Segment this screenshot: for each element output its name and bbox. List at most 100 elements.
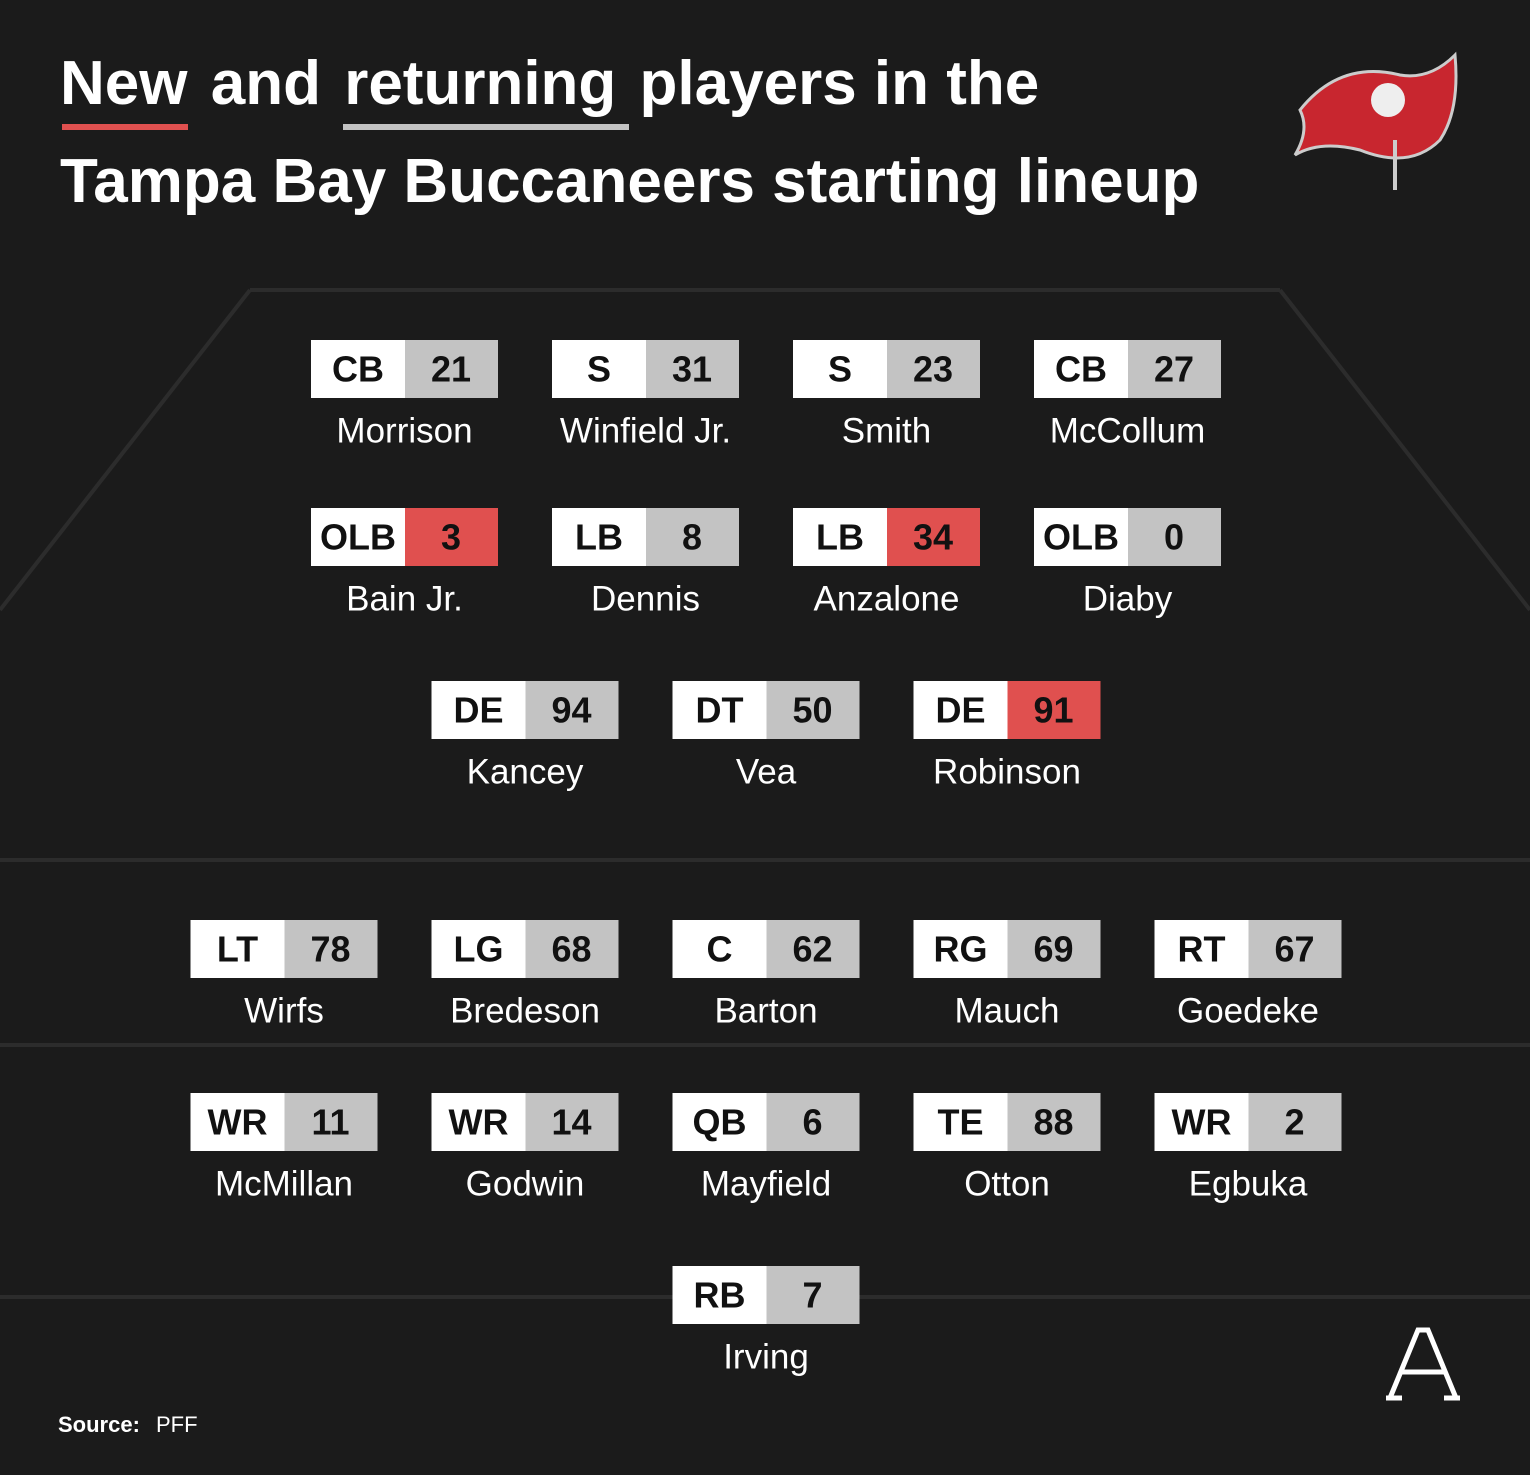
position-box — [793, 508, 887, 566]
team-logo — [1293, 51, 1458, 190]
position: LB — [816, 517, 864, 558]
player-name: Goedeke — [1177, 992, 1319, 1031]
number-box — [525, 1093, 619, 1151]
number-box — [1128, 508, 1221, 566]
position: RT — [1178, 929, 1226, 970]
player-name: Vea — [736, 753, 797, 792]
number-box — [766, 1093, 860, 1151]
position: WR — [1172, 1102, 1232, 1143]
title-line-2: Tampa Bay Buccaneers starting lineup — [60, 147, 1199, 216]
player-name: Egbuka — [1189, 1165, 1308, 1204]
player-name: Kancey — [467, 753, 584, 792]
returning-underline — [343, 124, 629, 130]
number-box — [766, 681, 860, 739]
player-name: Dennis — [591, 580, 700, 619]
title-word: players in the — [640, 49, 1040, 118]
jersey-number: 14 — [551, 1102, 591, 1143]
position-box — [190, 920, 285, 978]
number-box — [887, 340, 980, 398]
jersey-number: 69 — [1033, 929, 1073, 970]
position-box — [1154, 1093, 1249, 1151]
jersey-number: 78 — [310, 929, 350, 970]
sideline — [0, 288, 252, 612]
jersey-number: 6 — [802, 1102, 822, 1143]
number-box — [766, 1266, 860, 1324]
jersey-number: 34 — [913, 517, 953, 558]
number-box — [1248, 920, 1342, 978]
number-box — [284, 920, 378, 978]
position-box — [672, 681, 767, 739]
number-box — [405, 508, 498, 566]
new-underline — [62, 124, 188, 130]
position-box — [552, 508, 646, 566]
number-box — [525, 681, 619, 739]
source-text: PFF — [156, 1412, 198, 1437]
position: CB — [332, 349, 384, 390]
player-name: Diaby — [1083, 580, 1173, 619]
jersey-number: 2 — [1284, 1102, 1304, 1143]
position: C — [707, 929, 733, 970]
position-box — [672, 920, 767, 978]
position: DE — [453, 690, 503, 731]
number-box — [1248, 1093, 1342, 1151]
number-box — [1007, 1093, 1101, 1151]
player-name: Bain Jr. — [346, 580, 463, 619]
number-box — [1128, 340, 1221, 398]
jersey-number: 88 — [1033, 1102, 1073, 1143]
position-box — [552, 340, 646, 398]
position-box — [1034, 508, 1128, 566]
player-name: Godwin — [466, 1165, 585, 1204]
player-name: McCollum — [1050, 412, 1206, 451]
position-box — [672, 1266, 767, 1324]
position: DT — [696, 690, 744, 731]
position: RG — [934, 929, 988, 970]
jersey-number: 8 — [682, 517, 702, 558]
position: S — [828, 349, 852, 390]
position-box — [1034, 340, 1128, 398]
position: LB — [575, 517, 623, 558]
jersey-number: 0 — [1164, 517, 1184, 558]
number-box — [646, 340, 739, 398]
jersey-number: 67 — [1274, 929, 1314, 970]
position: RB — [694, 1275, 746, 1316]
jersey-number: 23 — [913, 349, 953, 390]
jersey-number: 11 — [311, 1102, 349, 1143]
position: OLB — [1043, 517, 1119, 558]
player-name: Wirfs — [244, 992, 324, 1031]
position-box — [311, 508, 405, 566]
player-name: Robinson — [933, 753, 1081, 792]
player-name: McMillan — [215, 1165, 353, 1204]
title-line-1: New and returning players in the — [60, 49, 1039, 118]
player-name: Barton — [714, 992, 817, 1031]
position-box — [311, 340, 405, 398]
title-word: New — [60, 49, 188, 118]
position-box — [190, 1093, 285, 1151]
jersey-number: 27 — [1154, 349, 1194, 390]
position-box — [793, 340, 887, 398]
publisher-logo — [1386, 1327, 1460, 1401]
jersey-number: 50 — [792, 690, 832, 731]
number-box — [405, 340, 498, 398]
position-box — [1154, 920, 1249, 978]
position-box — [913, 1093, 1008, 1151]
position: CB — [1055, 349, 1107, 390]
jersey-number: 91 — [1033, 690, 1073, 731]
jersey-number: 62 — [792, 929, 832, 970]
position: WR — [208, 1102, 268, 1143]
player-name: Otton — [964, 1165, 1050, 1204]
position-box — [913, 681, 1008, 739]
position-box — [672, 1093, 767, 1151]
player-name: Mayfield — [701, 1165, 831, 1204]
source-label: Source: — [58, 1412, 140, 1437]
position: QB — [693, 1102, 747, 1143]
number-box — [1007, 681, 1101, 739]
position-box — [431, 1093, 526, 1151]
title-word: and — [211, 49, 321, 118]
number-box — [284, 1093, 378, 1151]
sideline — [1278, 288, 1530, 612]
number-box — [887, 508, 980, 566]
title-word: returning — [344, 49, 616, 118]
position-box — [431, 920, 526, 978]
jersey-number: 31 — [672, 349, 712, 390]
